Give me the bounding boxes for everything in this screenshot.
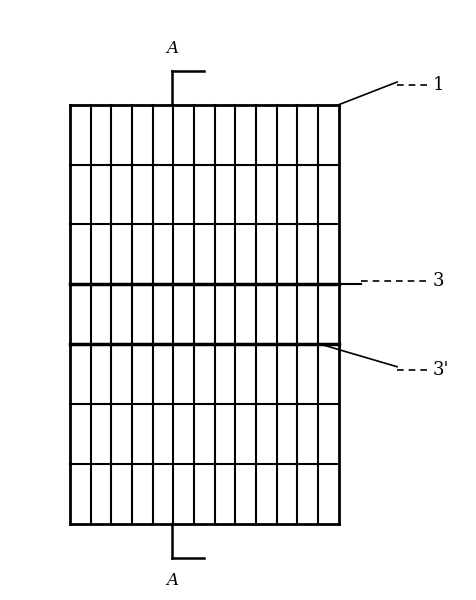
Text: A: A	[166, 40, 178, 56]
Text: A: A	[166, 572, 178, 589]
Text: 1: 1	[433, 76, 445, 94]
Text: 3': 3'	[433, 361, 449, 379]
Text: 3: 3	[433, 272, 445, 290]
